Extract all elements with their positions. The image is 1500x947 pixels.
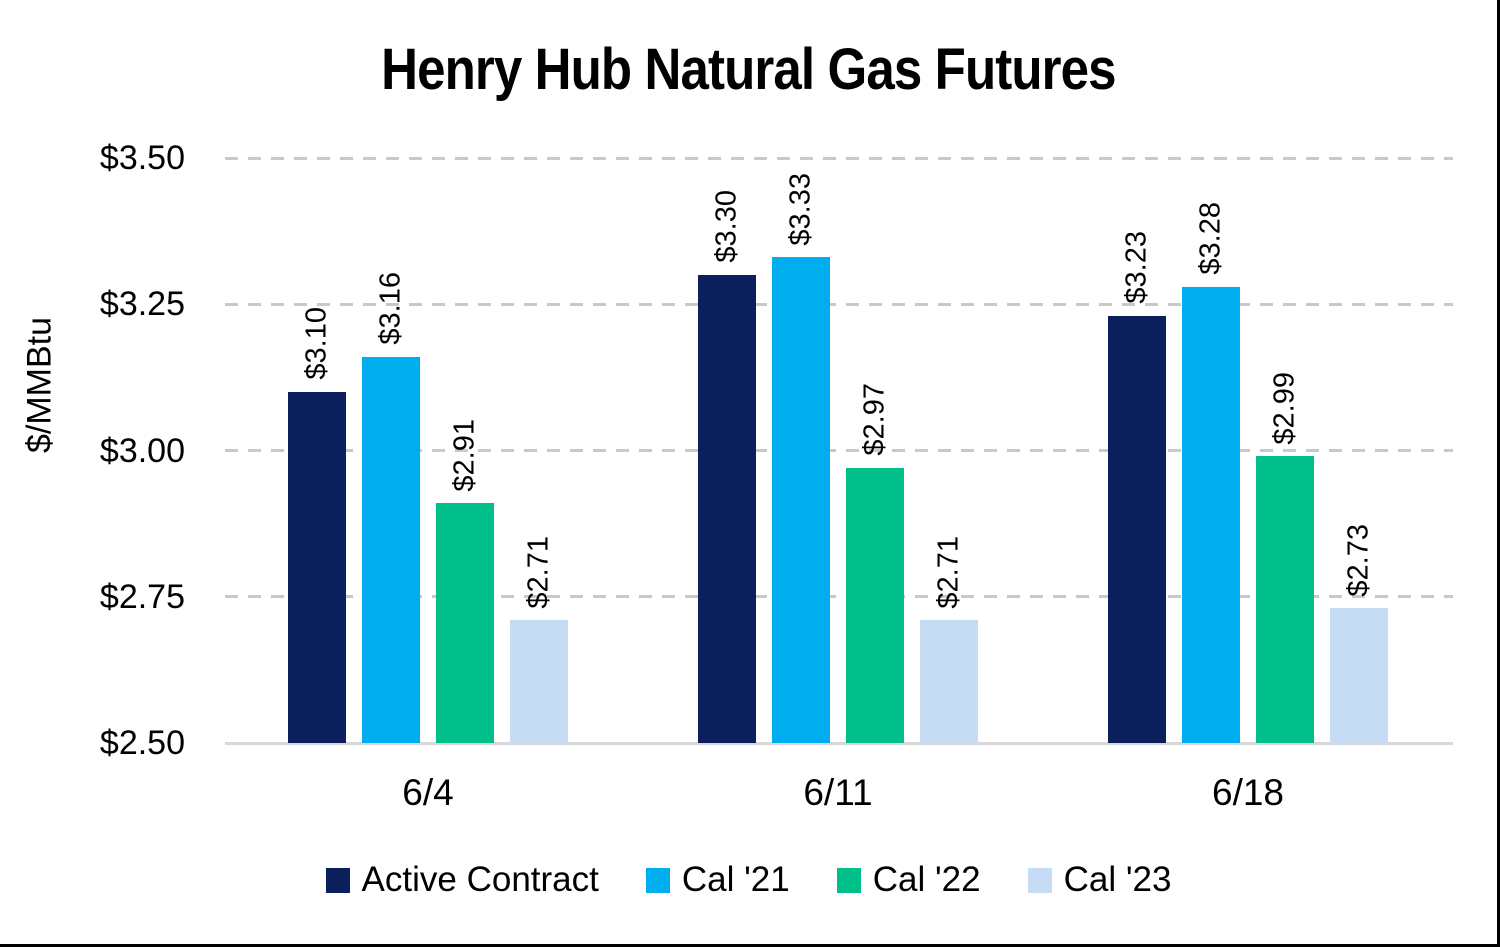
chart-title: Henry Hub Natural Gas Futures [0, 36, 1497, 103]
bar-group: $3.10 $3.16 $2.91 $2.71 [288, 158, 568, 743]
bar [436, 503, 494, 743]
gridline [225, 595, 1453, 599]
bar-value-label: $2.71 [522, 535, 555, 609]
chart-title-text: Henry Hub Natural Gas Futures [381, 37, 1116, 102]
bar-group: $3.23 $3.28 $2.99 $2.73 [1108, 158, 1388, 743]
bar [772, 257, 830, 743]
y-tick-label: $3.00 [99, 431, 185, 470]
bar [1182, 286, 1240, 743]
bar-value-label: $2.91 [448, 418, 481, 492]
y-tick-label: $2.50 [99, 724, 185, 762]
bar [920, 620, 978, 743]
bar [846, 468, 904, 743]
legend-swatch [836, 867, 861, 893]
x-tick-label: 6/18 [1211, 772, 1285, 813]
x-tick-label: 6/11 [803, 772, 873, 813]
bar-value-label: $3.30 [710, 190, 743, 263]
x-axis-baseline [225, 741, 1453, 745]
bar-value-label: $3.16 [374, 272, 407, 345]
bar [288, 392, 346, 743]
legend-swatch [325, 867, 350, 893]
bar-value-label: $3.23 [1120, 231, 1153, 304]
legend-label: Cal '23 [1063, 860, 1172, 899]
legend-item: Active Contract [325, 860, 599, 900]
y-tick-label: $3.25 [99, 285, 185, 324]
bar [510, 620, 568, 743]
bar-value-label: $3.28 [1194, 202, 1227, 275]
legend-swatch [1027, 867, 1052, 893]
legend-item: Cal '21 [645, 860, 790, 900]
legend-item: Cal '22 [836, 860, 981, 900]
legend-label: Active Contract [361, 860, 599, 899]
x-tick-label: 6/4 [402, 772, 454, 813]
bar-value-label: $3.33 [784, 172, 817, 246]
bar [1108, 315, 1166, 743]
y-axis-title: $/MMBtu [20, 316, 59, 454]
bar [1330, 608, 1388, 743]
bar-value-label: $2.99 [1268, 371, 1301, 445]
y-tick-label: $3.50 [99, 139, 185, 177]
bar [698, 275, 756, 743]
bar [1256, 456, 1314, 743]
bar-value-label: $2.71 [932, 535, 965, 609]
bar-value-label: $3.10 [300, 307, 333, 380]
gridline [225, 156, 1453, 160]
bar-value-label: $2.97 [858, 383, 891, 457]
bar [362, 356, 420, 743]
bar-group: $3.30 $3.33 $2.97 $2.71 [698, 158, 978, 743]
gridline [225, 449, 1453, 452]
legend-label: Cal '22 [872, 860, 981, 899]
gridline [225, 302, 1453, 306]
legend: Active Contract Cal '21 Cal '22 Cal '23 [0, 860, 1497, 900]
legend-label: Cal '21 [681, 860, 790, 899]
legend-swatch [645, 867, 670, 893]
y-tick-label: $2.75 [99, 577, 185, 616]
legend-item: Cal '23 [1027, 860, 1172, 900]
bar-value-label: $2.73 [1342, 523, 1375, 597]
